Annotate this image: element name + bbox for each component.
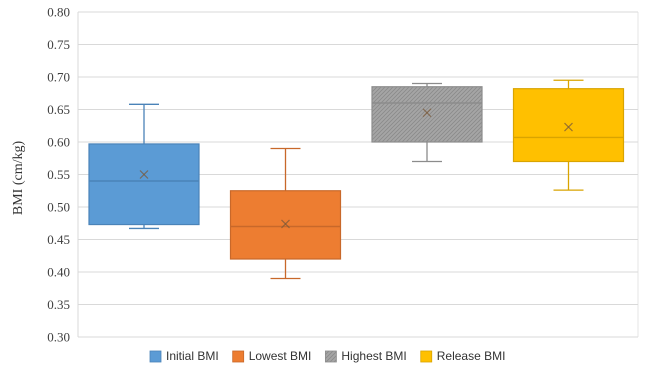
- legend-label: Release BMI: [437, 349, 506, 363]
- legend-swatch: [232, 350, 245, 363]
- legend-swatch: [149, 350, 162, 363]
- box-iqr: [229, 190, 342, 260]
- y-tick-label: 0.60: [47, 135, 70, 150]
- legend: Initial BMI Lowest BMI Highest BMI Release …: [149, 349, 506, 363]
- y-tick-label: 0.45: [47, 232, 70, 247]
- legend-label: Highest BMI: [341, 349, 406, 363]
- box-highest-bmi: [371, 82, 483, 163]
- box-iqr: [88, 143, 200, 226]
- y-axis-ticks: 0.30 0.35 0.40 0.45 0.50 0.55 0.60 0.65 0.70 0.75…: [47, 5, 70, 345]
- mean-marker: [139, 170, 149, 179]
- y-axis-label: BMI (cm/kg): [11, 141, 26, 216]
- box-iqr: [512, 88, 625, 163]
- y-tick-label: 0.50: [47, 200, 70, 215]
- y-tick-label: 0.35: [47, 297, 70, 312]
- y-tick-label: 0.65: [47, 102, 70, 117]
- y-tick-label: 0.55: [47, 167, 70, 182]
- y-tick-label: 0.80: [47, 5, 70, 20]
- mean-marker: [564, 122, 573, 132]
- box-release-bmi: [512, 79, 625, 191]
- y-tick-label: 0.75: [47, 37, 70, 52]
- legend-label: Lowest BMI: [249, 349, 312, 363]
- y-tick-label: 0.30: [47, 330, 70, 345]
- box-initial-bmi: [88, 103, 200, 230]
- legend-label: Initial BMI: [166, 349, 219, 363]
- y-tick-label: 0.70: [47, 70, 70, 85]
- legend-item: Highest BMI: [324, 349, 407, 363]
- boxes: [88, 79, 625, 280]
- legend-item: Initial BMI: [149, 349, 219, 363]
- legend-swatch: [420, 350, 433, 363]
- y-tick-label: 0.40: [47, 265, 70, 280]
- mean-marker: [281, 219, 290, 229]
- mean-marker: [422, 108, 432, 118]
- box-iqr: [371, 86, 483, 143]
- legend-item: Lowest BMI: [232, 349, 312, 363]
- legend-swatch: [324, 350, 337, 363]
- box-lowest-bmi: [229, 147, 342, 280]
- legend-item: Release BMI: [420, 349, 506, 363]
